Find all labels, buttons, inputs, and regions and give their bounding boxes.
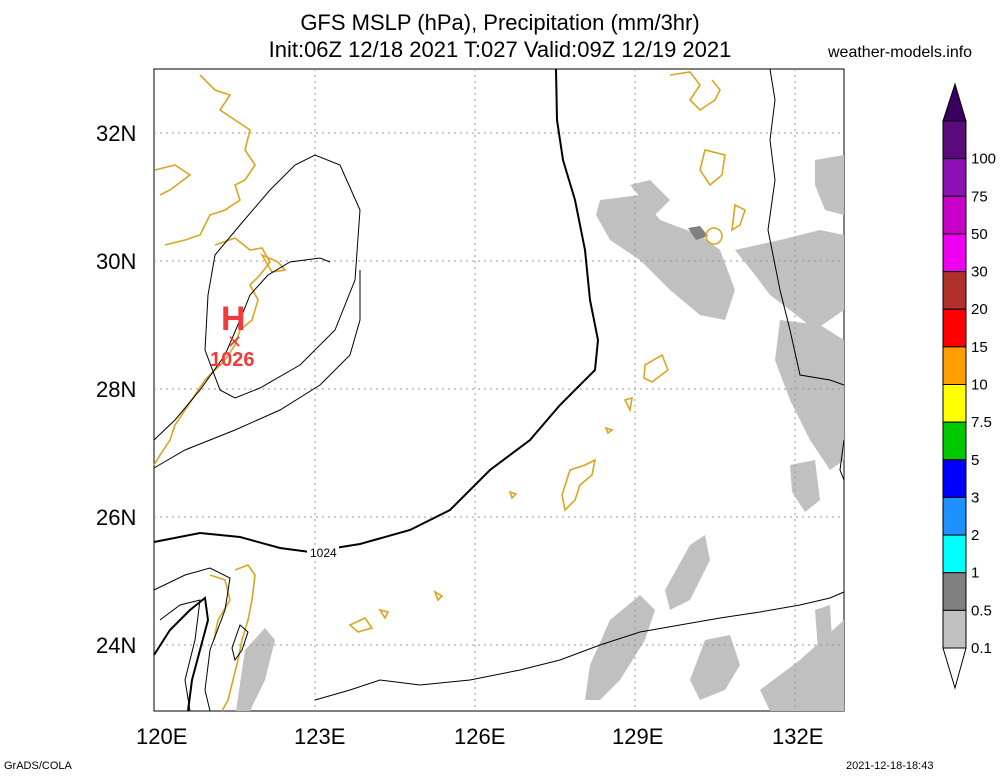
- precip-area-north2: [630, 180, 670, 215]
- lon-tick-labels: 120E 123E 126E 129E 132E: [136, 724, 823, 749]
- colorbar-swatch: [942, 384, 967, 423]
- isobar-label-bg: [307, 546, 339, 560]
- coast-miyako: [433, 590, 444, 602]
- coast-small-2: [604, 426, 614, 435]
- colorbar-swatch: [942, 346, 967, 386]
- isobar-1024-bold: [153, 68, 600, 554]
- coast-japan-kyushu: [669, 71, 721, 112]
- high-center-marker: ✕: [227, 332, 242, 353]
- footer-timestamp: 2021-12-18-18:43: [846, 760, 934, 772]
- high-pressure-value: 1026: [210, 349, 255, 371]
- precip-area-east: [735, 230, 844, 330]
- lat-tick-32n: 32N: [96, 121, 136, 146]
- colorbar-label: 30: [971, 264, 988, 281]
- precip-area-s2: [585, 595, 655, 700]
- colorbar: 100 75 50 30 20 15 10 7.5 5 3 2 1 0.5 0.1: [942, 82, 996, 690]
- isobar-1022-south: [314, 591, 845, 701]
- colorbar-swatch: [942, 534, 967, 574]
- colorbar-label: 2: [971, 527, 979, 544]
- colorbar-label: 20: [971, 301, 988, 318]
- isobar-1025b: [153, 270, 361, 469]
- lat-tick-30n: 30N: [96, 249, 136, 274]
- isobar-taiwan-1: [153, 567, 231, 712]
- precip-area-east2: [775, 320, 844, 470]
- coast-tokunoshima: [623, 396, 633, 413]
- colorbar-swatch: [942, 195, 967, 235]
- isobar-taiwan-3: [231, 624, 249, 662]
- isobar-1026-closed: [204, 154, 361, 399]
- coast-yonaguni: [378, 608, 390, 620]
- colorbar-label: 75: [971, 188, 988, 205]
- colorbar-bottom-arrow: [942, 647, 967, 690]
- colorbar-label: 0.5: [971, 602, 992, 619]
- colorbar-label: 3: [971, 489, 979, 506]
- precip-area-north: [596, 195, 735, 320]
- colorbar-label: 10: [971, 377, 988, 394]
- colorbar-label: 1: [971, 565, 979, 582]
- precip-area-sw: [236, 628, 275, 711]
- lat-tick-24n: 24N: [96, 633, 136, 658]
- map-title-line2: Init:06Z 12/18 2021 T:027 Valid:09Z 12/1…: [268, 37, 732, 62]
- footer-credit: GrADS/COLA: [4, 760, 72, 772]
- isobar-east: [767, 68, 845, 386]
- coast-islands-a: [260, 253, 287, 273]
- precip-area-ne: [815, 155, 844, 215]
- lon-tick-132e: 132E: [772, 724, 823, 749]
- isobar-label: 1024: [310, 546, 337, 560]
- colorbar-label: 7.5: [971, 414, 992, 431]
- colorbar-label: 5: [971, 452, 979, 469]
- coast-ishigaki: [348, 616, 374, 633]
- site-credit: weather-models.info: [828, 44, 973, 61]
- lon-tick-129e: 129E: [612, 724, 663, 749]
- coast-amami: [643, 353, 669, 383]
- coast-zhejiang: [153, 237, 271, 466]
- isobar-taiwan-2: [159, 599, 201, 712]
- lat-tick-labels: 32N 30N 28N 26N 24N: [96, 121, 136, 658]
- map-frame: [153, 68, 845, 712]
- colorbar-label: 0.1: [971, 640, 992, 657]
- colorbar-swatch: [942, 609, 967, 649]
- colorbar-swatch: [942, 233, 967, 273]
- colorbar-label: 100: [971, 151, 996, 168]
- precip-area-dark: [688, 226, 708, 240]
- coast-small-1: [508, 490, 518, 500]
- precip-area-s1: [665, 535, 710, 610]
- colorbar-swatch: [942, 120, 967, 160]
- precip-shading: [236, 155, 844, 711]
- map-title-line1: GFS MSLP (hPa), Precipitation (mm/3hr): [300, 10, 700, 35]
- colorbar-swatch: [942, 572, 967, 611]
- colorbar-swatch: [942, 496, 967, 536]
- coast-yakushima: [705, 227, 723, 245]
- lon-tick-123e: 123E: [294, 724, 345, 749]
- lon-tick-126e: 126E: [454, 724, 505, 749]
- lat-tick-26n: 26N: [96, 505, 136, 530]
- high-pressure-symbol: H: [221, 300, 246, 338]
- isobar-east2: [839, 439, 845, 481]
- coast-china-north: [164, 74, 256, 246]
- colorbar-swatch: [942, 459, 967, 498]
- lat-tick-28n: 28N: [96, 377, 136, 402]
- lon-tick-120e: 120E: [136, 724, 187, 749]
- colorbar-label: 50: [971, 226, 988, 243]
- isobar-1020-taiwan: [153, 596, 210, 712]
- colorbar-swatch: [942, 308, 967, 348]
- isobars-thick: [153, 68, 600, 712]
- colorbar-swatch: [942, 158, 967, 197]
- coast-okinawa: [561, 458, 597, 512]
- colorbar-swatch: [942, 421, 967, 461]
- precip-area-s5: [815, 605, 832, 650]
- precip-area-s3: [690, 635, 740, 700]
- coast-tanegashima: [731, 203, 746, 232]
- colorbar-swatch: [942, 271, 967, 310]
- coast-china-mid: [154, 164, 192, 196]
- precip-area-east3: [790, 460, 820, 512]
- colorbar-label: 15: [971, 339, 988, 356]
- coast-japan-south: [699, 149, 726, 187]
- isobar-1025: [153, 257, 331, 441]
- coast-taiwan-west: [209, 574, 231, 641]
- coastlines: [153, 71, 746, 712]
- colorbar-top-arrow: [942, 82, 967, 122]
